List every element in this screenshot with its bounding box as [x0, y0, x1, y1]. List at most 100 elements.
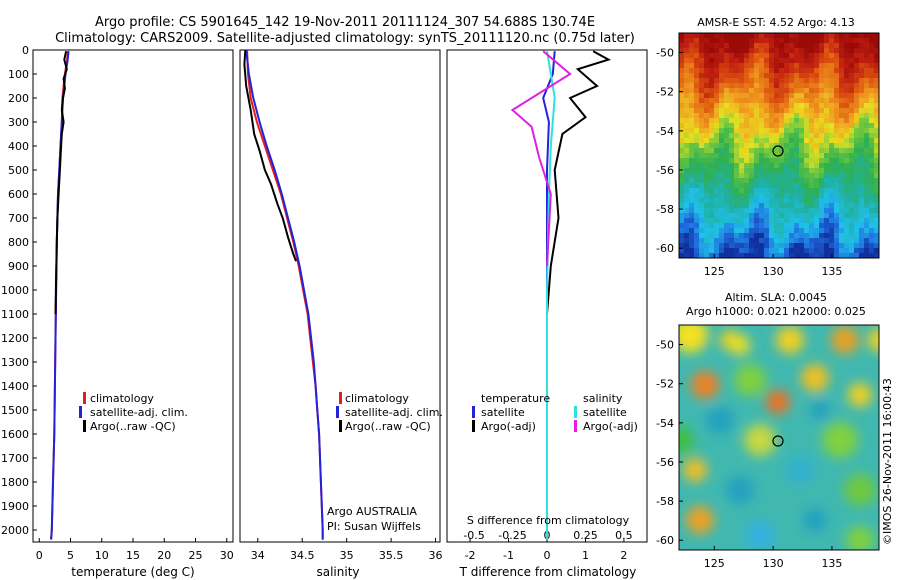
lat-tick-label: -60 [656, 242, 674, 255]
x-tick-label: 34 [251, 549, 265, 562]
legend-label-satellite: satellite-adj. clim. [90, 406, 188, 419]
y-tick-label: 600 [8, 188, 29, 201]
y-tick-label: 300 [8, 116, 29, 129]
lat-tick-label: -60 [656, 534, 674, 547]
y-tick-label: 1100 [1, 308, 29, 321]
sla-map-title: Altim. SLA: 0.0045 [725, 291, 827, 304]
lat-tick-label: -58 [656, 203, 674, 216]
sst-argo-location-marker [772, 145, 784, 157]
top-tick-label: 0.5 [615, 529, 633, 542]
series-line [54, 50, 68, 315]
x-tick-label: 20 [157, 549, 171, 562]
x-tick-label: -1 [503, 549, 514, 562]
sla-lat-ticks: -50 -52 -54 -56 -58 -60 [656, 339, 683, 547]
difference-series [510, 50, 612, 540]
sla-lon-ticks: 125 130 135 [704, 546, 842, 570]
x-tick-label: 36 [429, 549, 443, 562]
x-tick-label: 0 [36, 549, 43, 562]
y-tick-label: 1900 [1, 500, 29, 513]
y-tick-label: 900 [8, 260, 29, 273]
x-tick-label: 35.5 [379, 549, 404, 562]
legend-label-temp-argo: Argo(-adj) [481, 420, 536, 433]
y-tick-label: 1700 [1, 452, 29, 465]
y-tick-label: 1500 [1, 404, 29, 417]
salinity-legend: climatology satellite-adj. clim. Argo(..… [336, 392, 443, 433]
difference-xlabel: T difference from climatology [459, 565, 637, 579]
difference-panel: -2 -1 0 1 2 -0.5 -0.25 0 0.25 0.5 S difference f… [446, 49, 648, 579]
lon-tick-label: 125 [704, 265, 725, 278]
legend-label-climatology: climatology [345, 392, 409, 405]
x-tick-label: 5 [67, 549, 74, 562]
annotation-argo-australia: Argo AUSTRALIA [327, 505, 417, 518]
x-tick-label: 10 [95, 549, 109, 562]
top-tick-label: 0.25 [573, 529, 598, 542]
x-tick-label: 0 [544, 549, 551, 562]
y-tick-label: 2000 [1, 524, 29, 537]
series-line [246, 49, 324, 540]
lon-tick-label: 130 [763, 265, 784, 278]
depth-axis: 0 100 200 300 400 500 600 700 800 900 1000 1100 1200… [1, 44, 37, 537]
x-tick-label: 34.5 [290, 549, 315, 562]
legend-swatch-climatology [339, 392, 342, 404]
legend-label-argo: Argo(..raw -QC) [90, 420, 176, 433]
legend-label-argo: Argo(..raw -QC) [345, 420, 431, 433]
legend-label-sal-argo: Argo(-adj) [583, 420, 638, 433]
legend-label-sal-satellite: satellite [583, 406, 627, 419]
legend-title-salinity: salinity [583, 392, 623, 405]
sla-argo-location-marker [772, 435, 784, 447]
sla-map-subtitle: Argo h1000: 0.021 h2000: 0.025 [686, 305, 866, 318]
legend-swatch-sal-satellite [574, 406, 577, 418]
lon-tick-label: 135 [821, 557, 842, 570]
legend-label-satellite: satellite-adj. clim. [345, 406, 443, 419]
series-line [245, 49, 324, 540]
lat-tick-label: -58 [656, 495, 674, 508]
x-tick-label: 2 [620, 549, 627, 562]
temperature-panel: 0100200300400500600700800900100011001200… [1, 44, 234, 579]
temperature-series [50, 50, 70, 540]
lat-tick-label: -50 [656, 339, 674, 352]
salinity-plot-frame [239, 49, 441, 543]
sla-map-panel: Altim. SLA: 0.0045 Argo h1000: 0.021 h20… [656, 291, 880, 570]
legend-label-climatology: climatology [90, 392, 154, 405]
salinity-panel: 34 34.5 35 35.5 36 salinity climatology sate… [239, 49, 443, 579]
lat-tick-label: -56 [656, 164, 674, 177]
lon-tick-label: 125 [704, 557, 725, 570]
legend-title-temperature: temperature [481, 392, 550, 405]
x-tick-label: 25 [189, 549, 203, 562]
lon-tick-label: 130 [763, 557, 784, 570]
sla-map-frame [678, 324, 880, 551]
x-tick-label: 35 [340, 549, 354, 562]
legend-swatch-satellite [79, 406, 82, 418]
y-tick-label: 800 [8, 236, 29, 249]
lat-tick-label: -50 [656, 47, 674, 60]
series-line [50, 51, 70, 540]
header-line1: Argo profile: CS 5901645_142 19-Nov-2011… [95, 15, 595, 30]
lat-tick-label: -52 [656, 86, 674, 99]
y-tick-label: 100 [8, 68, 29, 81]
y-tick-label: 500 [8, 164, 29, 177]
x-tick-label: 15 [126, 549, 140, 562]
y-tick-label: 1300 [1, 356, 29, 369]
legend-swatch-sal-argo [574, 420, 577, 432]
top-tick-label: -0.5 [463, 529, 484, 542]
series-line [546, 50, 612, 315]
x-tick-label: -2 [465, 549, 476, 562]
sst-map-title: AMSR-E SST: 4.52 Argo: 4.13 [697, 16, 855, 29]
sla-map-image [679, 325, 879, 550]
y-tick-label: 1400 [1, 380, 29, 393]
y-tick-label: 200 [8, 92, 29, 105]
footer-credit: ©IMOS 26-Nov-2011 16:00:43 [881, 378, 894, 545]
sst-map-panel: AMSR-E SST: 4.52 Argo: 4.13 -50 -52 -54 -56… [656, 16, 880, 278]
sst-lon-ticks: 125 130 135 [704, 254, 842, 278]
lon-tick-label: 135 [821, 265, 842, 278]
salinity-series [243, 49, 324, 540]
header-line2: Climatology: CARS2009. Satellite-adjuste… [55, 31, 635, 46]
y-tick-label: 400 [8, 140, 29, 153]
salinity-x-axis: 34 34.5 35 35.5 36 [251, 538, 443, 562]
lat-tick-label: -52 [656, 378, 674, 391]
y-tick-label: 700 [8, 212, 29, 225]
x-tick-label: 1 [582, 549, 589, 562]
series-line [510, 50, 572, 267]
y-tick-label: 1600 [1, 428, 29, 441]
